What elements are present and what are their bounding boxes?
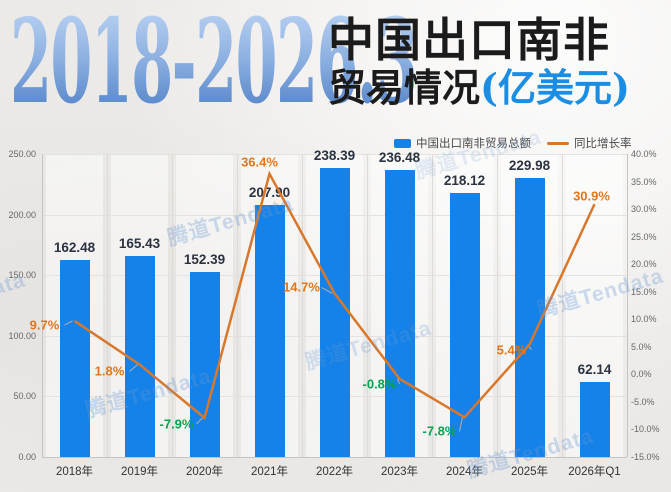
legend-item-trade-total: 中国出口南非贸易总额 bbox=[394, 135, 531, 151]
y-axis-label-right: 40.0% bbox=[631, 149, 657, 159]
bar-value-label: 229.98 bbox=[508, 158, 551, 174]
y-axis-label-left: 100.00 bbox=[8, 330, 36, 341]
y-axis-label-left: 50.00 bbox=[13, 391, 36, 402]
legend-label-trade-total: 中国出口南非贸易总额 bbox=[416, 138, 531, 150]
bar-2019年 bbox=[124, 256, 155, 457]
line-series-swatch-icon bbox=[547, 141, 569, 145]
legend-item-growth-rate: 同比增长率 bbox=[547, 135, 632, 151]
growth-rate-label: -7.9% bbox=[159, 416, 194, 432]
page-title: 中国出口南非 贸易情况(亿美元) bbox=[328, 16, 630, 108]
growth-rate-label: 14.7% bbox=[283, 279, 320, 295]
bar-series-swatch-icon bbox=[394, 138, 411, 148]
y-axis-line-right bbox=[627, 154, 628, 457]
bar-value-label: 62.14 bbox=[577, 361, 612, 377]
y-axis-label-right: 35.0% bbox=[631, 176, 657, 187]
y-axis-label-left: 0.00 bbox=[18, 452, 36, 462]
y-axis-label-right: -5.0% bbox=[631, 396, 655, 407]
y-axis-label-left: 200.00 bbox=[8, 209, 36, 220]
x-axis-line bbox=[42, 457, 627, 458]
growth-rate-label: 1.8% bbox=[94, 363, 125, 379]
title-unit: (亿美元) bbox=[480, 65, 630, 111]
gridline-vertical bbox=[432, 154, 433, 457]
gridline-vertical bbox=[172, 154, 173, 457]
y-axis-label-right: 30.0% bbox=[631, 204, 657, 215]
x-axis-label: 2023年 bbox=[380, 466, 419, 478]
bar-value-label: 152.39 bbox=[183, 252, 226, 268]
title-line1: 中国出口南非 bbox=[328, 13, 610, 67]
title-line2-black: 贸易情况 bbox=[328, 65, 481, 111]
x-axis-label: 2022年 bbox=[315, 466, 354, 478]
bar-2022年 bbox=[319, 168, 350, 457]
bar-value-label: 236.48 bbox=[378, 150, 421, 166]
gridline-vertical bbox=[367, 154, 368, 457]
bar-value-label: 207.90 bbox=[248, 185, 291, 201]
title-year-range: 2018-2026.3 bbox=[10, 0, 418, 130]
x-axis-label: 2018年 bbox=[55, 466, 94, 478]
bar-value-label: 162.48 bbox=[53, 240, 96, 256]
growth-rate-label: 5.4% bbox=[496, 342, 527, 358]
bar-2026年Q1 bbox=[579, 381, 610, 457]
y-axis-label-right: 25.0% bbox=[631, 231, 657, 242]
gridline-vertical bbox=[562, 154, 563, 457]
x-axis-label: 2025年 bbox=[510, 466, 549, 478]
y-axis-label-left: 250.00 bbox=[8, 149, 36, 159]
growth-rate-label: -0.8% bbox=[362, 376, 397, 392]
y-axis-label-right: -15.0% bbox=[631, 452, 660, 462]
gridline-vertical bbox=[107, 154, 108, 457]
legend-label-growth-rate: 同比增长率 bbox=[574, 138, 632, 150]
title-line2: 贸易情况(亿美元) bbox=[328, 68, 630, 108]
bar-2018年 bbox=[59, 260, 90, 457]
bar-2025年 bbox=[514, 178, 545, 457]
bar-value-label: 218.12 bbox=[443, 172, 486, 188]
bar-2020年 bbox=[189, 272, 220, 457]
bar-2024年 bbox=[449, 192, 480, 457]
growth-rate-label: 9.7% bbox=[29, 317, 60, 333]
bar-value-label: 238.39 bbox=[313, 148, 356, 164]
x-axis-label: 2026年Q1 bbox=[568, 466, 621, 478]
chart-legend: 中国出口南非贸易总额 同比增长率 bbox=[394, 135, 632, 151]
y-axis-label-right: 15.0% bbox=[631, 286, 657, 297]
y-axis-label-right: 10.0% bbox=[631, 314, 657, 325]
y-axis-line-left bbox=[42, 154, 43, 457]
y-axis-label-right: 20.0% bbox=[631, 259, 657, 270]
y-axis-label-right: 5.0% bbox=[631, 341, 652, 352]
bar-2021年 bbox=[254, 205, 285, 457]
bar-value-label: 165.43 bbox=[118, 236, 161, 252]
y-axis-label-right: -10.0% bbox=[631, 424, 660, 435]
y-axis-label-right: 0.0% bbox=[631, 369, 652, 380]
gridline-horizontal bbox=[42, 154, 627, 155]
x-axis-label: 2024年 bbox=[445, 466, 484, 478]
growth-rate-label: 36.4% bbox=[241, 154, 278, 170]
x-axis-label: 2019年 bbox=[120, 466, 159, 478]
bar-2023年 bbox=[384, 170, 415, 457]
growth-rate-label: 30.9% bbox=[573, 188, 610, 204]
x-axis-label: 2020年 bbox=[185, 466, 224, 478]
y-axis-label-left: 150.00 bbox=[8, 270, 36, 281]
growth-rate-label: -7.8% bbox=[422, 423, 457, 439]
gridline-vertical bbox=[497, 154, 498, 457]
x-axis-label: 2021年 bbox=[250, 466, 289, 478]
